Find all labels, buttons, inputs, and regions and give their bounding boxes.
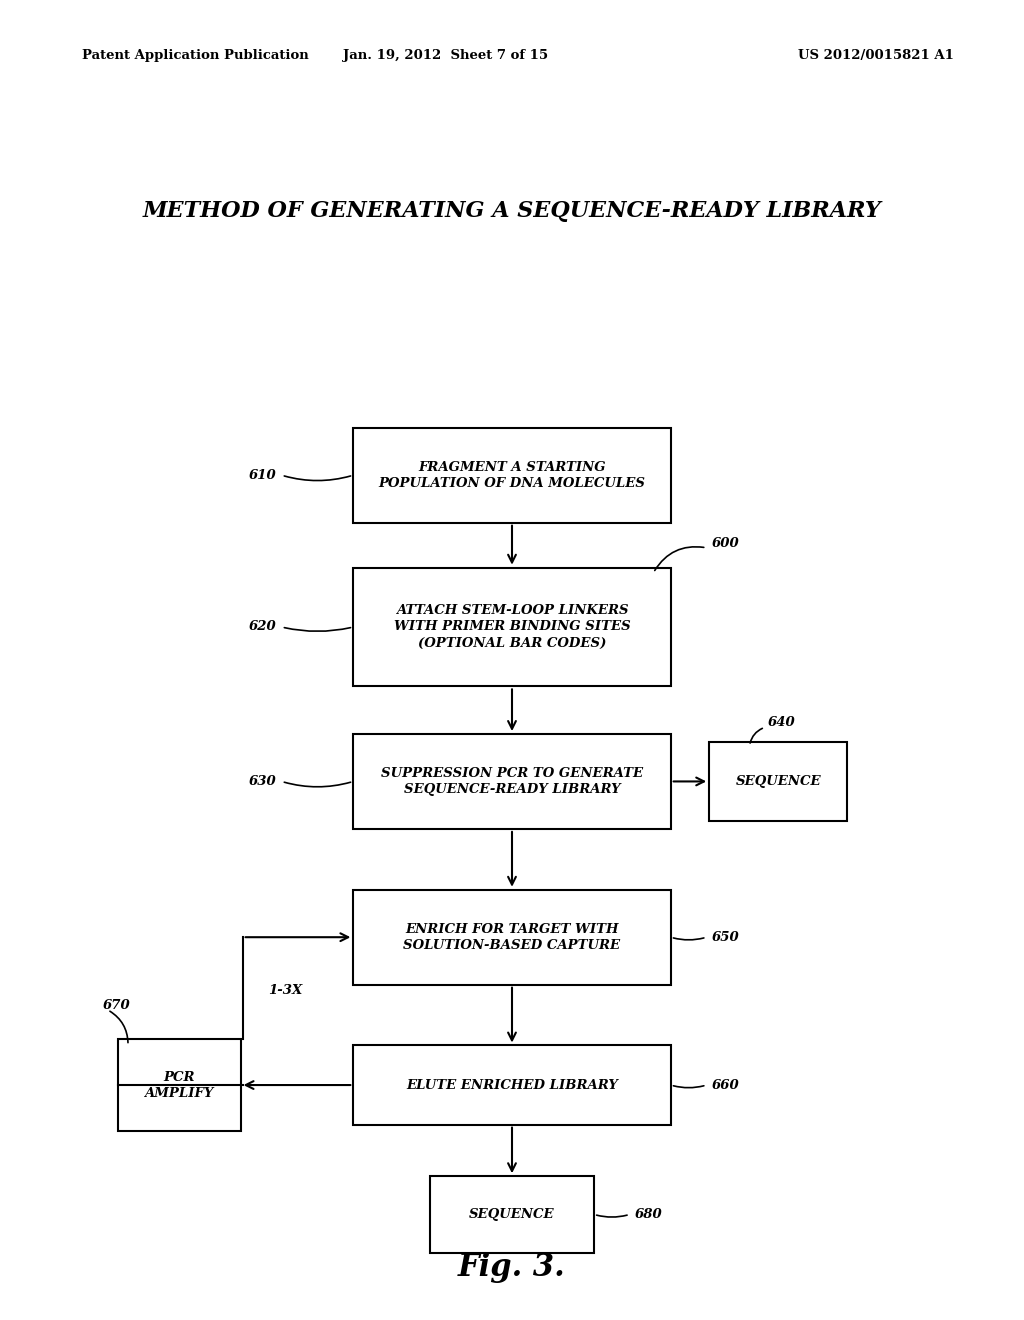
Text: 630: 630 <box>249 775 276 788</box>
Text: 650: 650 <box>712 931 739 944</box>
Text: 1-3X: 1-3X <box>268 983 302 997</box>
Text: 610: 610 <box>249 469 276 482</box>
Text: US 2012/0015821 A1: US 2012/0015821 A1 <box>798 49 953 62</box>
Text: ENRICH FOR TARGET WITH
SOLUTION-BASED CAPTURE: ENRICH FOR TARGET WITH SOLUTION-BASED CA… <box>403 923 621 952</box>
Text: Jan. 19, 2012  Sheet 7 of 15: Jan. 19, 2012 Sheet 7 of 15 <box>343 49 548 62</box>
Text: ATTACH STEM-LOOP LINKERS
WITH PRIMER BINDING SITES
(OPTIONAL BAR CODES): ATTACH STEM-LOOP LINKERS WITH PRIMER BIN… <box>393 605 631 649</box>
Text: 640: 640 <box>768 715 796 729</box>
Text: 680: 680 <box>635 1208 663 1221</box>
FancyBboxPatch shape <box>709 742 848 821</box>
Text: 670: 670 <box>102 999 130 1012</box>
FancyBboxPatch shape <box>353 734 671 829</box>
FancyBboxPatch shape <box>353 1045 671 1125</box>
FancyBboxPatch shape <box>118 1039 241 1131</box>
Text: Patent Application Publication: Patent Application Publication <box>82 49 308 62</box>
Text: SEQUENCE: SEQUENCE <box>735 775 821 788</box>
FancyBboxPatch shape <box>430 1176 594 1253</box>
Text: METHOD OF GENERATING A SEQUENCE-READY LIBRARY: METHOD OF GENERATING A SEQUENCE-READY LI… <box>142 201 882 222</box>
Text: FRAGMENT A STARTING
POPULATION OF DNA MOLECULES: FRAGMENT A STARTING POPULATION OF DNA MO… <box>379 461 645 490</box>
FancyBboxPatch shape <box>353 568 671 686</box>
Text: Fig. 3.: Fig. 3. <box>458 1251 566 1283</box>
FancyBboxPatch shape <box>353 428 671 523</box>
Text: 660: 660 <box>712 1078 739 1092</box>
Text: SUPPRESSION PCR TO GENERATE
SEQUENCE-READY LIBRARY: SUPPRESSION PCR TO GENERATE SEQUENCE-REA… <box>381 767 643 796</box>
FancyBboxPatch shape <box>353 890 671 985</box>
Text: PCR
AMPLIFY: PCR AMPLIFY <box>144 1071 214 1100</box>
Text: SEQUENCE: SEQUENCE <box>469 1208 555 1221</box>
Text: 620: 620 <box>249 620 276 634</box>
Text: ELUTE ENRICHED LIBRARY: ELUTE ENRICHED LIBRARY <box>407 1078 617 1092</box>
Text: 600: 600 <box>712 537 739 550</box>
